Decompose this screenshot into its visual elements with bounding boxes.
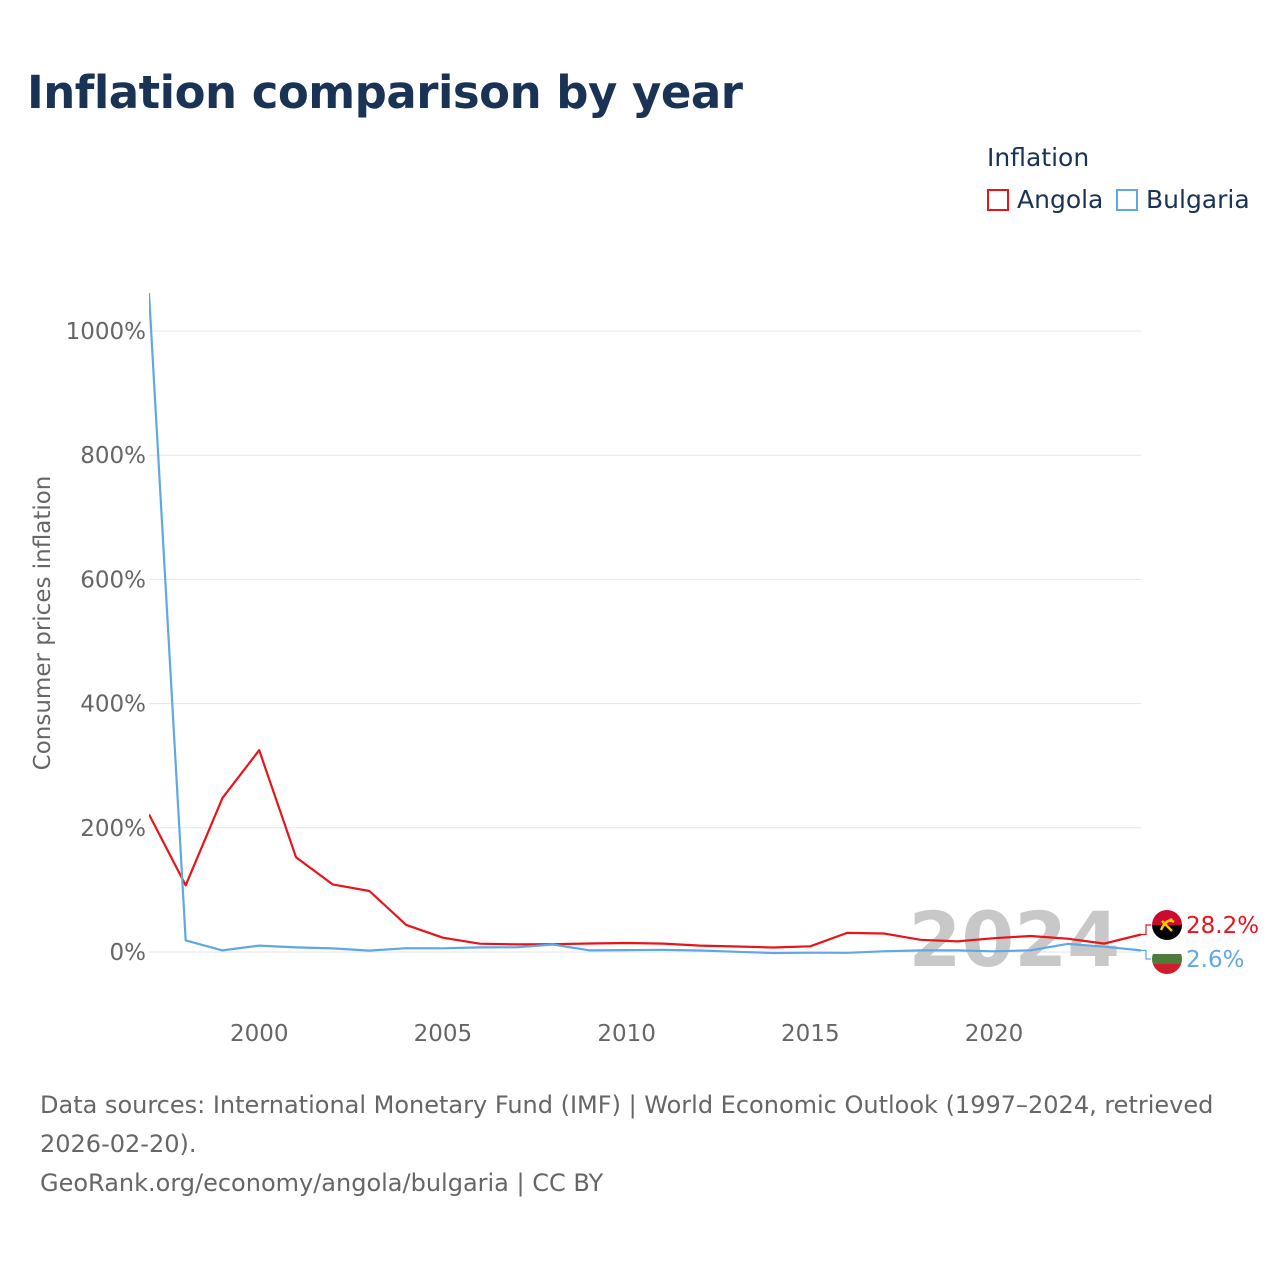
end-label-connector-angola [1141, 924, 1151, 936]
end-label-connector-bulgaria [1141, 949, 1151, 960]
credit-link[interactable]: GeoRank.org/economy/angola/bulgaria | CC… [40, 1169, 604, 1197]
x-tick-label: 2015 [781, 1021, 840, 1047]
legend-label-bulgaria: Bulgaria [1146, 185, 1250, 214]
legend-swatch-bulgaria [1116, 188, 1138, 211]
y-tick-label: 0% [110, 940, 147, 966]
year-watermark: 2024 [908, 895, 1120, 984]
x-tick-label: 2010 [597, 1021, 656, 1047]
y-tick-label: 200% [80, 816, 146, 842]
flag-bulgaria-icon [1152, 944, 1182, 974]
y-tick-label: 1000% [66, 319, 146, 345]
y-tick-label: 800% [80, 443, 146, 469]
end-label-bulgaria: 2.6% [1186, 947, 1244, 973]
flag-angola-icon [1152, 910, 1182, 940]
legend-item-bulgaria[interactable]: Bulgaria [1116, 185, 1250, 214]
legend-swatch-angola [987, 188, 1009, 211]
chart-footer: Data sources: International Monetary Fun… [40, 1086, 1250, 1203]
y-axis-label: Consumer prices inflation [30, 476, 56, 771]
grid-lines [149, 330, 1141, 953]
x-tick-label: 2005 [414, 1021, 473, 1047]
x-tick-label: 2020 [965, 1021, 1024, 1047]
y-axis-ticks: 0% 200% 400% 600% 800% 1000% [66, 319, 146, 966]
y-tick-label: 400% [80, 692, 146, 718]
legend-title: Inflation [987, 143, 1090, 172]
legend-label-angola: Angola [1017, 185, 1104, 214]
data-sources-text: Data sources: International Monetary Fun… [40, 1091, 1214, 1158]
x-axis-ticks: 2000 2005 2010 2015 2020 [230, 1021, 1023, 1047]
series-lines [149, 292, 1142, 955]
chart-title: Inflation comparison by year [27, 66, 743, 119]
y-tick-label: 600% [80, 567, 146, 593]
line-chart: 0% 200% 400% 600% 800% 1000% 2000 2005 2010 2015… [30, 292, 1259, 1047]
end-label-angola: 28.2% [1186, 913, 1259, 939]
x-tick-label: 2000 [230, 1021, 289, 1047]
series-line-bulgaria[interactable] [149, 292, 1142, 955]
series-line-angola[interactable] [149, 749, 1142, 949]
end-labels: 28.2% 2.6% [1141, 913, 1259, 973]
legend-item-angola[interactable]: Angola [987, 185, 1103, 214]
